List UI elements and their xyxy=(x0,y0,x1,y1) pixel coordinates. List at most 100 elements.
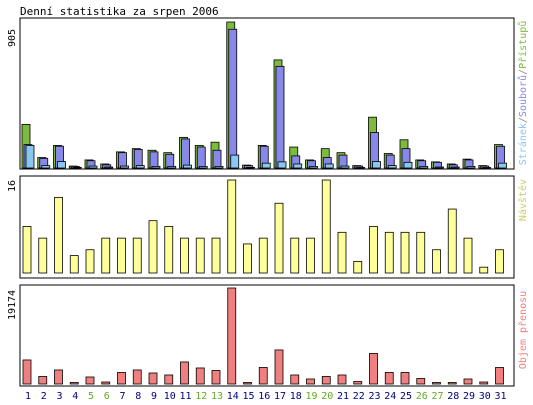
bar-prenos xyxy=(211,370,221,385)
panel-1-label-part: / xyxy=(518,69,529,75)
bar-navstev xyxy=(290,237,300,274)
bar-prenos xyxy=(353,381,363,385)
x-tick-label: 11 xyxy=(179,391,191,402)
panel-1-frame xyxy=(19,17,515,170)
x-tick-label: 1 xyxy=(25,391,31,402)
x-tick-label: 18 xyxy=(290,391,302,402)
bar-navstev xyxy=(69,255,79,274)
bar-stranek xyxy=(167,165,177,169)
bar-prenos xyxy=(274,349,284,385)
x-tick-label: 2 xyxy=(41,391,47,402)
bar-navstev xyxy=(479,266,489,274)
bar-navstev xyxy=(432,249,441,274)
panel-2-series-label: Návštěv xyxy=(517,179,529,221)
bar-navstev xyxy=(463,237,473,274)
panel-3-ymax-label: 19174 xyxy=(7,290,18,320)
x-tick-label: 23 xyxy=(368,391,380,402)
panel-1-label-part: / xyxy=(518,117,529,123)
bar-navstev xyxy=(195,237,205,274)
bar-navstev xyxy=(353,260,363,274)
bar-stranek xyxy=(41,165,51,169)
bar-stranek xyxy=(498,162,507,169)
x-tick-labels: 1 2 3 4 5 6 7 8 9 10 11 12 13 14 15 16 17 18 19 20 21 22 23 24 2… xyxy=(25,391,507,402)
bar-souboru xyxy=(181,138,190,169)
x-tick-label: 26 xyxy=(416,391,428,402)
bar-stranek xyxy=(435,166,444,169)
panel-2-ymax-label: 16 xyxy=(7,180,18,192)
chart-title: Denní statistika za srpen 2006 xyxy=(20,5,219,18)
panel-3-series-label: Objem přenosu xyxy=(517,291,529,369)
panel-1-ymax-label: 905 xyxy=(7,29,18,47)
bar-prenos xyxy=(432,382,441,385)
bar-prenos xyxy=(369,353,378,385)
x-tick-label: 14 xyxy=(227,391,239,402)
bar-stranek xyxy=(88,165,98,169)
panel-1-series-label: Stránek/Souborů/Přístupů xyxy=(517,21,529,166)
bar-prenos xyxy=(227,287,237,385)
x-tick-label: 24 xyxy=(384,391,396,402)
bar-navstev xyxy=(38,237,48,274)
bar-stranek xyxy=(214,165,224,169)
bar-prenos xyxy=(148,372,158,385)
bar-souboru xyxy=(149,151,159,169)
x-tick-label: 10 xyxy=(164,391,176,402)
bar-prenos xyxy=(290,374,300,385)
bar-stranek xyxy=(135,165,145,169)
panel-1-label-part: Souborů xyxy=(517,75,529,117)
bar-navstev xyxy=(447,208,457,274)
bar-stranek xyxy=(277,161,287,169)
x-tick-label: 25 xyxy=(400,391,412,402)
bar-souboru xyxy=(228,28,238,169)
x-tick-label: 9 xyxy=(151,391,157,402)
bar-prenos xyxy=(22,359,32,385)
x-tick-label: 27 xyxy=(431,391,443,402)
panel-2-frame xyxy=(19,175,515,279)
x-tick-label: 20 xyxy=(321,391,333,402)
bar-navstev xyxy=(132,237,142,274)
bar-stranek xyxy=(372,161,381,169)
bar-prenos xyxy=(243,382,252,385)
x-tick-label: 30 xyxy=(479,391,491,402)
bar-navstev xyxy=(148,220,158,274)
bar-stranek xyxy=(72,166,82,169)
bar-souboru xyxy=(196,146,206,169)
bar-prenos xyxy=(38,376,48,385)
x-tick-label: 5 xyxy=(88,391,94,402)
bar-stranek xyxy=(151,165,161,169)
bar-stranek xyxy=(293,163,303,169)
x-tick-label: 22 xyxy=(353,391,365,402)
x-tick-label: 28 xyxy=(447,391,459,402)
bar-stranek xyxy=(104,166,114,169)
bar-stranek xyxy=(57,161,66,169)
bar-navstev xyxy=(369,226,378,274)
bar-prenos xyxy=(495,367,504,385)
x-tick-label: 13 xyxy=(211,391,223,402)
bar-stranek xyxy=(340,165,350,169)
bar-navstev xyxy=(321,179,331,274)
bar-prenos xyxy=(132,369,142,385)
x-tick-label: 29 xyxy=(463,391,475,402)
bar-navstev xyxy=(495,249,504,274)
bar-stranek xyxy=(324,163,334,169)
x-tick-label: 19 xyxy=(305,391,317,402)
bar-souboru xyxy=(165,153,175,169)
bar-navstev xyxy=(416,231,426,274)
bar-prenos xyxy=(258,367,268,385)
bar-navstev xyxy=(54,197,63,274)
bar-prenos xyxy=(180,361,189,385)
bar-stranek xyxy=(309,165,318,169)
bar-prenos xyxy=(400,372,410,385)
panel-1-label-part: Přístupů xyxy=(517,21,529,69)
panel-3-frame xyxy=(19,284,515,387)
bar-navstev xyxy=(180,237,189,274)
bar-navstev xyxy=(211,237,221,274)
x-tick-label: 6 xyxy=(104,391,110,402)
bar-prenos xyxy=(117,372,126,385)
x-tick-label: 17 xyxy=(274,391,286,402)
bar-stranek xyxy=(183,164,192,169)
x-tick-label: 16 xyxy=(258,391,270,402)
bar-navstev xyxy=(164,226,174,274)
bar-stranek xyxy=(466,165,476,169)
bar-souboru xyxy=(275,65,285,169)
bar-stranek xyxy=(450,166,460,169)
